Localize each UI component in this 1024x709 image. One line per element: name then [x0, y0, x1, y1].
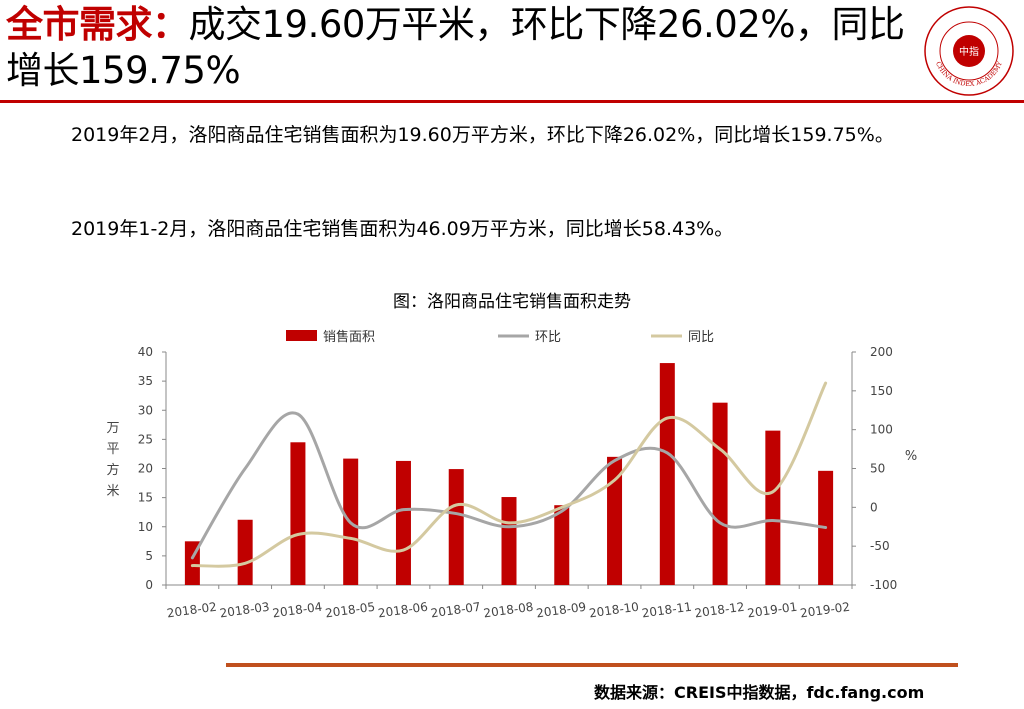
left-axis-label: 米 — [106, 484, 119, 499]
china-index-academy-logo: 中指 CHINA INDEX ACADEMY — [924, 6, 1014, 96]
bar-2019-01 — [765, 430, 781, 585]
legend-label: 同比 — [688, 330, 714, 345]
left-axis-label: 方 — [106, 462, 119, 478]
logo-center-text: 中指 — [959, 45, 979, 58]
x-tick-label: 2019-02 — [799, 600, 851, 621]
legend-label: 环比 — [535, 330, 561, 345]
slide-title: 全市需求：成交19.60万平米，环比下降26.02%，同比增长159.75% — [6, 2, 906, 94]
x-tick-label: 2018-07 — [430, 600, 482, 621]
legend-label: 销售面积 — [323, 329, 375, 345]
left-tick-label: 0 — [145, 578, 153, 592]
x-tick-label: 2018-06 — [377, 600, 429, 621]
x-tick-label: 2018-10 — [588, 600, 640, 621]
title-keyword: 全市需求： — [6, 3, 189, 46]
title-headline: 成交19.60万平米，环比下降26.02%，同比增长159.75% — [6, 3, 905, 92]
right-tick-label: 0 — [870, 500, 878, 514]
left-axis-label: 平 — [106, 442, 119, 457]
x-tick-label: 2018-05 — [324, 600, 376, 621]
left-tick-label: 30 — [138, 403, 153, 417]
paragraph-cumulative: 2019年1-2月，洛阳商品住宅销售面积为46.09万平方米，同比增长58.43… — [71, 218, 734, 240]
bar-2018-06 — [395, 460, 411, 585]
chart-title: 图：洛阳商品住宅销售面积走势 — [393, 292, 631, 312]
x-tick-label: 2018-04 — [272, 600, 324, 621]
bar-2018-09 — [554, 505, 570, 585]
bar-2018-08 — [501, 497, 517, 585]
paragraph-monthly: 2019年2月，洛阳商品住宅销售面积为19.60万平方米，环比下降26.02%，… — [71, 124, 894, 146]
left-tick-label: 35 — [138, 374, 153, 388]
bar-2018-07 — [448, 469, 464, 585]
left-tick-label: 15 — [138, 491, 153, 505]
data-source: 数据来源：CREIS中指数据，fdc.fang.com — [594, 683, 925, 702]
left-tick-label: 40 — [138, 345, 153, 359]
bar-2018-12 — [712, 402, 728, 585]
bar-2018-11 — [659, 363, 675, 585]
right-tick-label: 200 — [870, 345, 893, 359]
line-mom — [190, 411, 828, 560]
x-tick-label: 2018-08 — [483, 600, 535, 621]
x-tick-label: 2018-12 — [694, 600, 746, 621]
right-tick-label: -50 — [870, 539, 890, 553]
right-tick-label: 100 — [870, 423, 893, 437]
sales-area-chart: 0 5 10 15 20 25 30 35 40 -100 -50 0 50 100 150 200 2018-… — [106, 329, 917, 621]
x-tick-label: 2018-03 — [219, 600, 271, 621]
left-tick-label: 10 — [138, 520, 153, 534]
right-axis-label: % — [905, 449, 917, 464]
bar-2018-04 — [290, 442, 306, 585]
right-tick-label: -100 — [870, 578, 897, 592]
x-tick-label: 2018-09 — [535, 600, 587, 621]
right-tick-label: 150 — [870, 384, 893, 398]
x-tick-label: 2018-02 — [166, 600, 218, 621]
x-tick-label: 2019-01 — [746, 600, 798, 621]
right-tick-label: 50 — [870, 462, 885, 476]
left-axis-label: 万 — [106, 421, 119, 436]
bar-2018-10 — [607, 456, 623, 585]
title-divider — [0, 100, 1024, 103]
bottom-divider — [226, 663, 958, 667]
bar-2018-03 — [237, 519, 253, 585]
legend-swatch-bar — [286, 330, 317, 341]
left-tick-label: 20 — [138, 462, 153, 476]
line-yoy — [190, 381, 828, 568]
x-tick-label: 2018-11 — [641, 600, 693, 621]
left-tick-label: 5 — [145, 549, 153, 563]
left-tick-label: 25 — [138, 432, 153, 446]
